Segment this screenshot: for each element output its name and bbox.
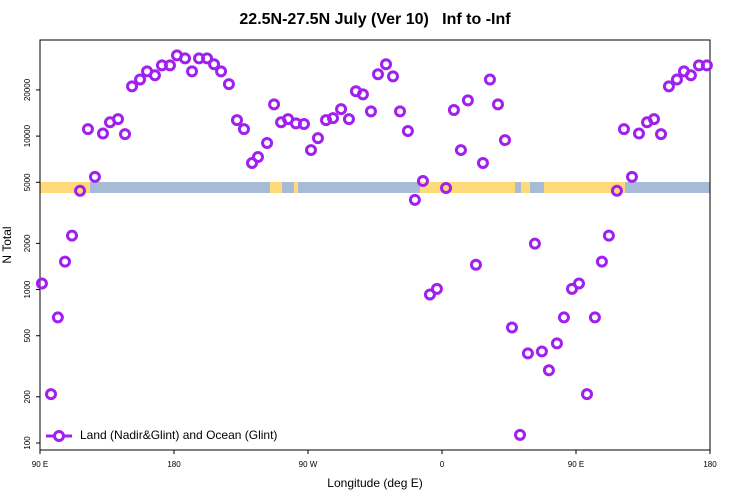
- data-point: [416, 174, 429, 187]
- y-axis-label: N Total: [0, 226, 14, 263]
- data-point: [602, 229, 615, 242]
- data-point: [215, 65, 228, 78]
- data-point: [148, 69, 161, 82]
- data-point: [498, 134, 511, 147]
- data-point: [528, 237, 541, 250]
- data-point: [700, 59, 713, 72]
- data-point: [440, 181, 453, 194]
- data-point: [483, 73, 496, 86]
- data-point: [423, 288, 436, 301]
- y-tick-label: 20000: [23, 78, 32, 101]
- data-point: [186, 65, 199, 78]
- data-point: [237, 123, 250, 136]
- data-point: [617, 123, 630, 136]
- data-point: [684, 69, 697, 82]
- data-point: [230, 114, 243, 127]
- data-point: [542, 364, 555, 377]
- x-tick-label: 180: [167, 460, 181, 469]
- data-point: [112, 113, 125, 126]
- data-point: [380, 58, 393, 71]
- data-point: [35, 277, 48, 290]
- data-point: [297, 117, 310, 130]
- data-point: [670, 73, 683, 86]
- y-tick-label: 10000: [23, 124, 32, 147]
- data-point: [514, 428, 527, 441]
- data-point: [251, 150, 264, 163]
- data-point: [268, 98, 281, 111]
- data-point: [491, 98, 504, 111]
- data-point: [469, 258, 482, 271]
- y-tick-label: 100: [23, 436, 32, 450]
- data-point: [401, 124, 414, 137]
- data-point: [126, 80, 139, 93]
- data-point: [588, 311, 601, 324]
- data-point: [51, 311, 64, 324]
- data-point: [208, 58, 221, 71]
- data-point: [476, 156, 489, 169]
- data-point: [66, 229, 79, 242]
- data-point: [371, 68, 384, 81]
- data-point: [430, 282, 443, 295]
- x-tick-label: 180: [703, 460, 717, 469]
- data-point: [572, 277, 585, 290]
- data-point: [45, 388, 58, 401]
- land-ocean-strip: [40, 182, 710, 193]
- data-point: [163, 59, 176, 72]
- data-point: [387, 70, 400, 83]
- x-tick-label: 0: [440, 460, 445, 469]
- data-point: [246, 156, 259, 169]
- data-point: [550, 337, 563, 350]
- chart-title: 22.5N-27.5N July (Ver 10) Inf to -Inf: [239, 11, 511, 28]
- data-point: [557, 311, 570, 324]
- y-tick-label: 200: [23, 390, 32, 404]
- x-axis-label: Longitude (deg E): [327, 476, 422, 490]
- y-tick-label: 500: [23, 329, 32, 343]
- data-point: [96, 127, 109, 140]
- y-tick-label: 2000: [23, 234, 32, 252]
- data-point: [581, 388, 594, 401]
- data-point: [394, 105, 407, 118]
- data-point: [364, 105, 377, 118]
- data-point: [521, 347, 534, 360]
- data-point: [356, 88, 369, 101]
- plot-frame: [39, 39, 711, 451]
- data-point: [535, 345, 548, 358]
- data-point: [505, 321, 518, 334]
- y-tick-label: 1000: [23, 280, 32, 298]
- legend-marker: [53, 430, 65, 442]
- data-point: [595, 255, 608, 268]
- data-point: [179, 52, 192, 65]
- data-point: [454, 144, 467, 157]
- legend-label: Land (Nadir&Glint) and Ocean (Glint): [80, 428, 277, 442]
- data-point: [261, 136, 274, 149]
- x-tick-label: 90 E: [32, 460, 48, 469]
- data-point: [119, 128, 132, 141]
- data-point: [74, 184, 87, 197]
- data-point: [625, 170, 638, 183]
- data-point: [342, 113, 355, 126]
- data-point: [327, 112, 340, 125]
- data-point: [201, 52, 214, 65]
- data-point: [662, 80, 675, 93]
- data-point: [81, 123, 94, 136]
- x-tick-label: 90 E: [568, 460, 584, 469]
- data-point: [461, 94, 474, 107]
- data-point: [59, 255, 72, 268]
- data-point: [222, 78, 235, 91]
- y-tick-label: 5000: [23, 173, 32, 191]
- data-point: [632, 127, 645, 140]
- data-point: [304, 144, 317, 157]
- data-point: [88, 170, 101, 183]
- x-tick-label: 90 W: [299, 460, 318, 469]
- data-point: [311, 132, 324, 145]
- data-point: [408, 193, 421, 206]
- data-point: [134, 73, 147, 86]
- data-point: [648, 113, 661, 126]
- data-point: [447, 103, 460, 116]
- data-point: [610, 184, 623, 197]
- data-point: [655, 128, 668, 141]
- data-point: [335, 103, 348, 116]
